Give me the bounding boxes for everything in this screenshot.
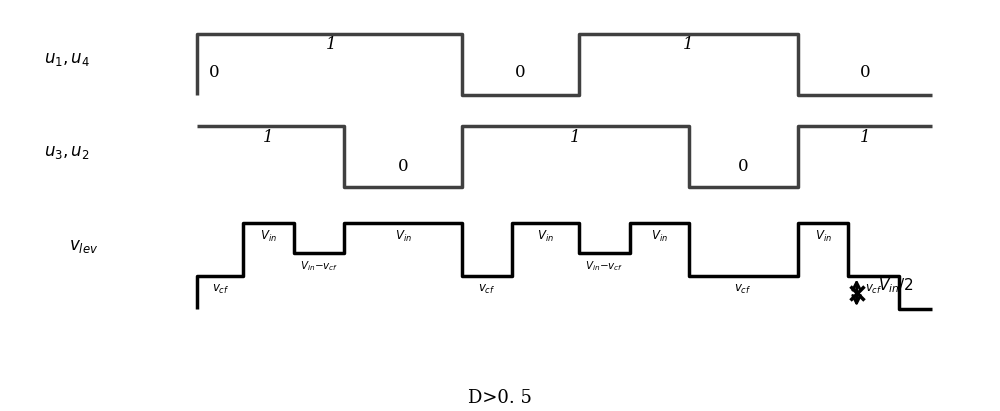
Text: $u_1,u_4$: $u_1,u_4$ [44, 51, 90, 68]
Text: D>0. 5: D>0. 5 [468, 389, 532, 407]
Text: $V_{in}$: $V_{in}$ [260, 229, 277, 244]
Text: 1: 1 [326, 37, 337, 53]
Text: 1: 1 [860, 129, 870, 146]
Text: 0: 0 [398, 159, 408, 175]
Text: $v_{cf}$: $v_{cf}$ [865, 283, 882, 296]
Text: $u_3,u_2$: $u_3,u_2$ [44, 144, 90, 161]
Text: 0: 0 [860, 64, 870, 81]
Text: 1: 1 [263, 129, 274, 146]
Text: 1: 1 [570, 129, 581, 146]
Text: $V_{in}$: $V_{in}$ [651, 229, 668, 244]
Text: $V_{in}/2$: $V_{in}/2$ [878, 276, 913, 295]
Text: $v_{cf}$: $v_{cf}$ [212, 283, 229, 296]
Text: $V_{in}$: $V_{in}$ [815, 229, 831, 244]
Text: $V_{in}$: $V_{in}$ [537, 229, 554, 244]
Text: 1: 1 [683, 37, 694, 53]
Text: $V_{in}{-}v_{cf}$: $V_{in}{-}v_{cf}$ [300, 259, 338, 273]
Text: $v_{cf}$: $v_{cf}$ [478, 283, 496, 296]
Text: 0: 0 [209, 64, 219, 81]
Text: $V_{in}$: $V_{in}$ [395, 229, 411, 244]
Text: $v_{lev}$: $v_{lev}$ [69, 238, 98, 255]
Text: 0: 0 [738, 159, 749, 175]
Text: $V_{in}{-}v_{cf}$: $V_{in}{-}v_{cf}$ [585, 259, 624, 273]
Text: 0: 0 [515, 64, 526, 81]
Text: $v_{cf}$: $v_{cf}$ [734, 283, 752, 296]
